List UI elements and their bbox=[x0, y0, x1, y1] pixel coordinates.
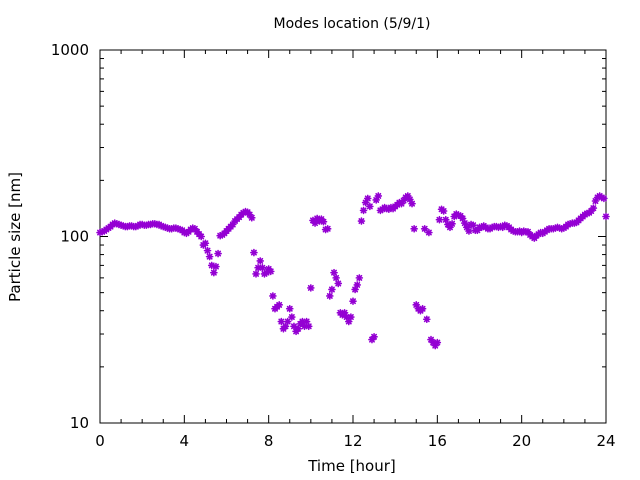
axis-ticks bbox=[99, 49, 607, 424]
y-tick-label: 100 bbox=[60, 228, 89, 246]
data-point bbox=[307, 284, 315, 292]
x-tick-label: 0 bbox=[95, 432, 105, 450]
x-tick-labels: 0 4 8 12 16 20 24 bbox=[95, 432, 615, 450]
data-point bbox=[252, 270, 260, 278]
data-point bbox=[212, 262, 220, 271]
data-point bbox=[283, 317, 292, 326]
data-point bbox=[363, 194, 372, 203]
x-axis-label: Time [hour] bbox=[307, 457, 396, 475]
data-point bbox=[288, 313, 296, 321]
data-point bbox=[332, 274, 340, 282]
data-point bbox=[420, 224, 429, 233]
data-point bbox=[465, 227, 473, 235]
data-point bbox=[422, 315, 431, 324]
x-tick-label: 8 bbox=[264, 432, 274, 450]
data-point bbox=[600, 194, 608, 203]
data-point bbox=[210, 268, 218, 277]
data-point bbox=[328, 285, 336, 294]
data-point bbox=[602, 212, 610, 221]
y-tick-labels: 10 100 1000 bbox=[51, 41, 89, 432]
data-point bbox=[366, 202, 374, 211]
data-point bbox=[334, 279, 343, 288]
data-point bbox=[374, 192, 383, 200]
x-tick-label: 16 bbox=[428, 432, 447, 450]
data-points bbox=[96, 192, 610, 350]
data-point bbox=[290, 322, 298, 331]
data-point bbox=[285, 304, 294, 313]
data-point bbox=[347, 313, 355, 321]
data-point bbox=[323, 224, 332, 233]
data-point bbox=[197, 232, 205, 241]
data-point bbox=[469, 221, 477, 229]
data-point bbox=[248, 213, 256, 222]
data-point bbox=[319, 217, 328, 226]
data-point bbox=[304, 322, 313, 331]
x-tick-label: 20 bbox=[512, 432, 531, 450]
data-point bbox=[214, 249, 222, 258]
data-point bbox=[250, 248, 258, 257]
data-point bbox=[355, 274, 364, 282]
data-point bbox=[205, 252, 214, 261]
data-point bbox=[435, 215, 444, 224]
data-point bbox=[326, 292, 334, 300]
data-point bbox=[353, 281, 362, 289]
data-point bbox=[410, 224, 418, 233]
y-axis-label: Particle size [nm] bbox=[6, 172, 24, 302]
data-point bbox=[330, 268, 338, 277]
data-point bbox=[256, 257, 265, 265]
data-point bbox=[433, 338, 442, 347]
data-point bbox=[359, 206, 368, 215]
data-point bbox=[448, 219, 456, 228]
x-tick-label: 24 bbox=[596, 432, 615, 450]
x-tick-label: 4 bbox=[180, 432, 190, 450]
data-point bbox=[277, 317, 286, 326]
data-point bbox=[357, 217, 366, 225]
data-point bbox=[418, 304, 427, 313]
y-tick-label: 10 bbox=[70, 414, 89, 432]
data-point bbox=[269, 292, 277, 300]
y-tick-label: 1000 bbox=[51, 41, 89, 59]
data-point bbox=[349, 297, 357, 305]
data-point bbox=[254, 263, 262, 272]
data-point bbox=[589, 204, 598, 212]
data-point bbox=[425, 228, 433, 237]
data-point bbox=[370, 332, 378, 341]
data-point bbox=[439, 207, 448, 215]
data-point bbox=[203, 246, 212, 255]
chart-title: Modes location (5/9/1) bbox=[274, 16, 431, 32]
data-point bbox=[408, 199, 416, 208]
data-point bbox=[201, 239, 210, 248]
x-tick-label: 12 bbox=[343, 432, 362, 450]
data-point bbox=[266, 267, 275, 276]
data-point bbox=[258, 263, 267, 272]
data-point bbox=[275, 301, 284, 309]
